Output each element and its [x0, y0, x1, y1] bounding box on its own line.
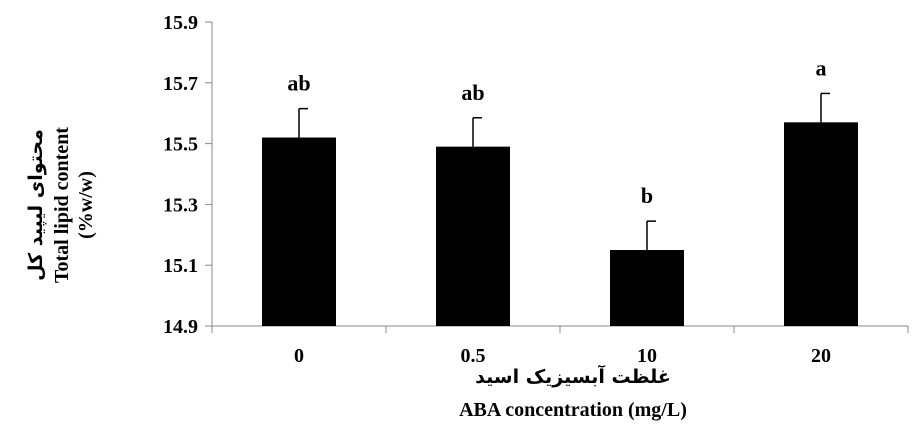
x-tick-label: 20	[811, 345, 831, 367]
y-tick-label: 15.5	[163, 134, 198, 156]
error-bars	[298, 92, 830, 250]
significance-letter: b	[641, 183, 653, 208]
y-tick-label: 15.7	[163, 73, 198, 95]
bar	[784, 122, 858, 326]
significance-letter: ab	[461, 80, 484, 105]
y-axis-title: Total lipid content	[51, 127, 73, 283]
y-tick-labels: 14.9 15.1 15.3 15.5 15.7 15.9	[163, 12, 198, 338]
x-tick-label: 0	[294, 345, 304, 367]
significance-letters: ab ab b a	[287, 55, 826, 208]
bar	[610, 250, 684, 326]
y-tick-label: 15.9	[163, 12, 198, 34]
significance-letter: a	[816, 55, 827, 80]
bars	[262, 122, 858, 326]
y-tick-label: 14.9	[163, 316, 198, 338]
y-axis-unit: (%w/w)	[75, 171, 97, 239]
y-axis-title-persian: محتوای لیپید کل	[25, 129, 47, 281]
significance-letter: ab	[287, 71, 310, 96]
bar	[436, 146, 510, 326]
x-tick-label: 0.5	[461, 345, 486, 367]
y-tick-label: 15.1	[163, 255, 198, 277]
x-tick-label: 10	[637, 345, 657, 367]
x-axis-title: ABA concentration (mg/L)	[459, 399, 687, 421]
y-tick-label: 15.3	[163, 194, 198, 216]
x-tick-labels: 0 0.5 10 20	[294, 345, 831, 367]
x-axis-title-persian: غلظت آبسیزیک اسید	[475, 364, 671, 388]
bar	[262, 137, 336, 326]
